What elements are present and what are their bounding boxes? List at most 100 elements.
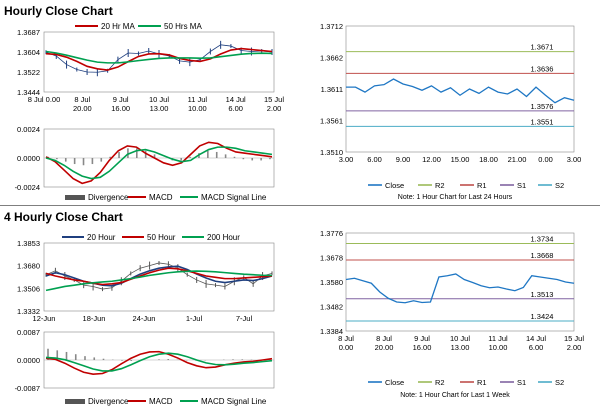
y-tick-label: -0.0087: [15, 384, 40, 393]
x-tick-label-time: 20.00: [73, 104, 92, 113]
legend-swatch-divergence: [65, 399, 85, 404]
level-label-s2: 1.3551: [531, 117, 554, 126]
plot-area: [345, 232, 575, 332]
legend-label-r2: R2: [435, 378, 445, 387]
chart-note: Note: 1 Hour Chart for Last 24 Hours: [398, 194, 513, 201]
y-tick-label: 1.3384: [320, 327, 343, 336]
x-tick-label: 14 Jul: [526, 334, 546, 343]
hourly-macd-legend: Divergence MACD MACD Signal Line: [65, 193, 267, 202]
x-tick-label: 12-Jun: [33, 314, 56, 323]
legend-label-signal: MACD Signal Line: [201, 397, 267, 406]
x-tick-label-time: 2.00: [567, 343, 582, 352]
x-tick-label: 6.00: [367, 155, 382, 164]
four-hourly-price-chart: 20 Hour 50 Hour 200 Hour 1.3853 1.3680 1.3…: [17, 233, 275, 323]
x-tick-label: 12.00: [422, 155, 441, 164]
y-tick-label: 1.3678: [320, 254, 343, 263]
series-20-hr-ma: [45, 47, 273, 71]
y-tick-label: 1.3522: [17, 68, 40, 77]
series-200-hour: [45, 270, 273, 292]
plot-area: [43, 31, 275, 93]
x-tick-label: 9 Jul: [113, 95, 129, 104]
series-macd: [45, 141, 273, 185]
legend-label-200-hour: 200 Hour: [207, 233, 240, 242]
y-tick-label: 0.0000: [17, 154, 40, 163]
x-tick-label: 21.00: [508, 155, 527, 164]
y-tick-label: 1.3662: [320, 54, 343, 63]
legend-label-50-hour: 50 Hour: [147, 233, 176, 242]
legend-label-20-hour: 20 Hour: [87, 233, 116, 242]
x-tick-label: 15 Jul: [564, 334, 584, 343]
x-tick-label-time: 0.00: [339, 343, 354, 352]
legend-label-s2: S2: [555, 181, 564, 190]
x-tick-label: 18-Jun: [83, 314, 106, 323]
y-tick-label: 1.3482: [320, 303, 343, 312]
y-tick-label: 1.3853: [17, 239, 40, 248]
x-tick-label-time: 16.00: [413, 343, 432, 352]
y-tick-label: 1.3712: [320, 22, 343, 31]
x-tick-label-time: 10.00: [188, 104, 207, 113]
series-50-hour: [45, 267, 273, 286]
x-tick-label: 9.00: [396, 155, 411, 164]
legend-label-s1: S1: [517, 181, 526, 190]
series-macd-signal-line: [45, 352, 273, 372]
four-hourly-section-title: 4 Hourly Close Chart: [4, 210, 123, 224]
series-macd: [45, 350, 273, 375]
legend-label-macd: MACD: [149, 397, 173, 406]
section-divider: [0, 205, 600, 206]
plot-area: [43, 242, 275, 312]
x-tick-label: 3.00: [339, 155, 354, 164]
level-label-s1: 1.3513: [531, 290, 554, 299]
legend-label-50hrs-ma: 50 Hrs MA: [164, 22, 202, 31]
four-hourly-macd-legend: Divergence MACD MACD Signal Line: [65, 397, 267, 406]
x-tick-label: 9 Jul: [414, 334, 430, 343]
y-tick-label: 0.0024: [17, 125, 40, 134]
y-tick-label: 1.3506: [17, 284, 40, 293]
hourly-section-title: Hourly Close Chart: [4, 4, 113, 18]
x-tick-label-time: 2.00: [267, 104, 282, 113]
y-tick-label: 1.3611: [321, 85, 343, 94]
legend-swatch-divergence: [65, 195, 85, 200]
four-hourly-pivot-chart: 1.3776 1.3678 1.3580 1.3482 1.3384 1.3734 1.36…: [320, 229, 584, 399]
legend-label-r1: R1: [477, 181, 487, 190]
y-tick-label: 1.3687: [17, 28, 40, 37]
x-tick-label: 8 Jul: [74, 95, 90, 104]
level-label-s2: 1.3424: [531, 312, 554, 321]
x-tick-label: 1-Jul: [186, 314, 203, 323]
plot-area: [345, 25, 575, 153]
x-tick-label: 24-Jun: [133, 314, 156, 323]
level-label-r2: 1.3734: [531, 235, 554, 244]
chart-note: Note: 1 Hour Chart for Last 1 Week: [400, 392, 510, 399]
legend-label-divergence: Divergence: [88, 397, 129, 406]
x-tick-label: 15.00: [451, 155, 470, 164]
legend-label-s2: S2: [555, 378, 564, 387]
legend-label-r2: R2: [435, 181, 445, 190]
y-tick-label: 1.3604: [17, 48, 40, 57]
legend-label-20hr-ma: 20 Hr MA: [101, 22, 135, 31]
series-50-hrs-ma: [45, 50, 273, 64]
x-tick-label-time: 6.00: [529, 343, 544, 352]
y-tick-label: 0.0087: [17, 328, 40, 337]
legend-label-s1: S1: [517, 378, 526, 387]
x-tick-label-time: 6.00: [228, 104, 243, 113]
close-line: [346, 78, 575, 104]
y-tick-label: 1.3444: [17, 88, 40, 97]
x-tick-label-time: 16.00: [111, 104, 130, 113]
y-tick-label: 1.3580: [320, 278, 343, 287]
y-tick-label: 1.3680: [17, 262, 40, 271]
legend-label-divergence: Divergence: [88, 193, 129, 202]
y-tick-label: 1.3776: [320, 229, 343, 238]
y-tick-label: 1.3332: [17, 307, 40, 316]
level-label-r2: 1.3671: [531, 43, 554, 52]
x-tick-label: 14 Jul: [226, 95, 246, 104]
x-tick-label-time: 13.00: [451, 343, 470, 352]
x-tick-label: 15 Jul: [264, 95, 284, 104]
level-label-s1: 1.3576: [531, 102, 554, 111]
x-tick-label-time: 13.00: [150, 104, 169, 113]
hourly-pivot-chart: 1.3712 1.3662 1.3611 1.3561 1.3510 1.3671 1.36…: [320, 22, 581, 201]
x-tick-label: 10 Jul: [149, 95, 169, 104]
x-tick-label: 18.00: [479, 155, 498, 164]
four-hourly-macd-chart: 0.0087 0.0000 -0.0087: [15, 328, 275, 393]
legend-label-r1: R1: [477, 378, 487, 387]
legend-label-macd: MACD: [149, 193, 173, 202]
x-tick-label: 8 Jul: [376, 334, 392, 343]
